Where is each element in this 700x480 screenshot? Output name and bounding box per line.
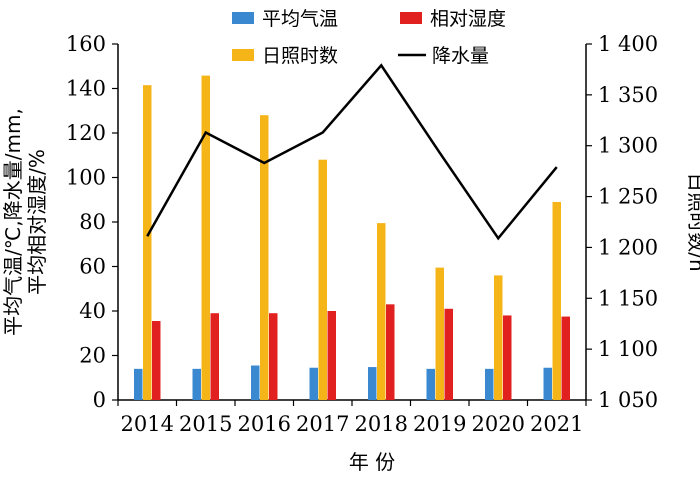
bar-temperature xyxy=(134,368,143,400)
bar-sunshine xyxy=(201,75,210,400)
bar-humidity xyxy=(152,321,161,400)
left-tick-label: 0 xyxy=(93,388,106,412)
left-axis-title-line2: 平均相对湿度/% xyxy=(25,149,49,295)
left-tick-label: 160 xyxy=(66,32,106,56)
right-tick-label: 1 300 xyxy=(598,134,658,158)
legend-label-temperature: 平均气温 xyxy=(262,8,338,30)
bar-temperature xyxy=(426,368,435,400)
bar-sunshine xyxy=(552,201,561,400)
legend-label-precipitation: 降水量 xyxy=(432,45,489,67)
bar-sunshine xyxy=(494,275,503,400)
x-tick-label: 2019 xyxy=(413,412,466,436)
bar-sunshine xyxy=(318,159,327,400)
left-tick-label: 80 xyxy=(79,210,106,234)
left-tick-label: 100 xyxy=(66,166,106,190)
x-tick-label: 2018 xyxy=(355,412,408,436)
bar-temperature xyxy=(192,368,201,400)
legend-swatch-temperature xyxy=(232,12,254,24)
x-tick-label: 2020 xyxy=(472,412,525,436)
bar-sunshine xyxy=(435,267,444,400)
right-tick-label: 1 050 xyxy=(598,388,658,412)
left-tick-label: 140 xyxy=(66,77,106,101)
bar-humidity xyxy=(210,313,219,400)
bar-humidity xyxy=(561,316,570,400)
left-tick-label: 60 xyxy=(79,255,106,279)
left-tick-label: 40 xyxy=(79,299,106,323)
x-tick-label: 2015 xyxy=(179,412,232,436)
bar-humidity xyxy=(503,315,512,400)
right-tick-label: 1 200 xyxy=(598,235,658,259)
left-tick-label: 120 xyxy=(66,121,106,145)
legend-swatch-humidity xyxy=(400,12,422,24)
x-tick-label: 2021 xyxy=(530,412,583,436)
bar-humidity xyxy=(444,308,453,400)
bar-temperature xyxy=(368,367,377,400)
x-tick-label: 2014 xyxy=(121,412,174,436)
bar-temperature xyxy=(251,365,260,400)
bar-sunshine xyxy=(260,115,269,400)
legend-label-sunshine: 日照时数 xyxy=(262,45,338,67)
legend-swatch-sunshine xyxy=(232,49,254,61)
right-tick-label: 1 350 xyxy=(598,83,658,107)
bar-sunshine xyxy=(377,223,386,400)
left-tick-label: 20 xyxy=(79,344,106,368)
precipitation-line xyxy=(146,63,558,241)
right-tick-label: 1 150 xyxy=(598,286,658,310)
bar-humidity xyxy=(386,304,395,400)
bar-temperature xyxy=(309,367,318,400)
right-tick-label: 1 100 xyxy=(598,337,658,361)
right-tick-label: 1 400 xyxy=(598,32,658,56)
x-tick-label: 2017 xyxy=(296,412,349,436)
right-axis-title: 日照时数/h xyxy=(685,172,700,271)
left-axis-title-line1: 平均气温/℃,降水量/mm, xyxy=(1,108,25,336)
x-axis-title: 年 份 xyxy=(349,450,395,474)
bar-temperature xyxy=(485,368,494,400)
legend-label-humidity: 相对湿度 xyxy=(430,8,506,30)
bar-humidity xyxy=(269,313,278,400)
bar-sunshine xyxy=(143,85,152,400)
right-tick-label: 1 250 xyxy=(598,185,658,209)
bar-humidity xyxy=(327,311,336,400)
bar-temperature xyxy=(543,367,552,400)
x-tick-label: 2016 xyxy=(238,412,291,436)
